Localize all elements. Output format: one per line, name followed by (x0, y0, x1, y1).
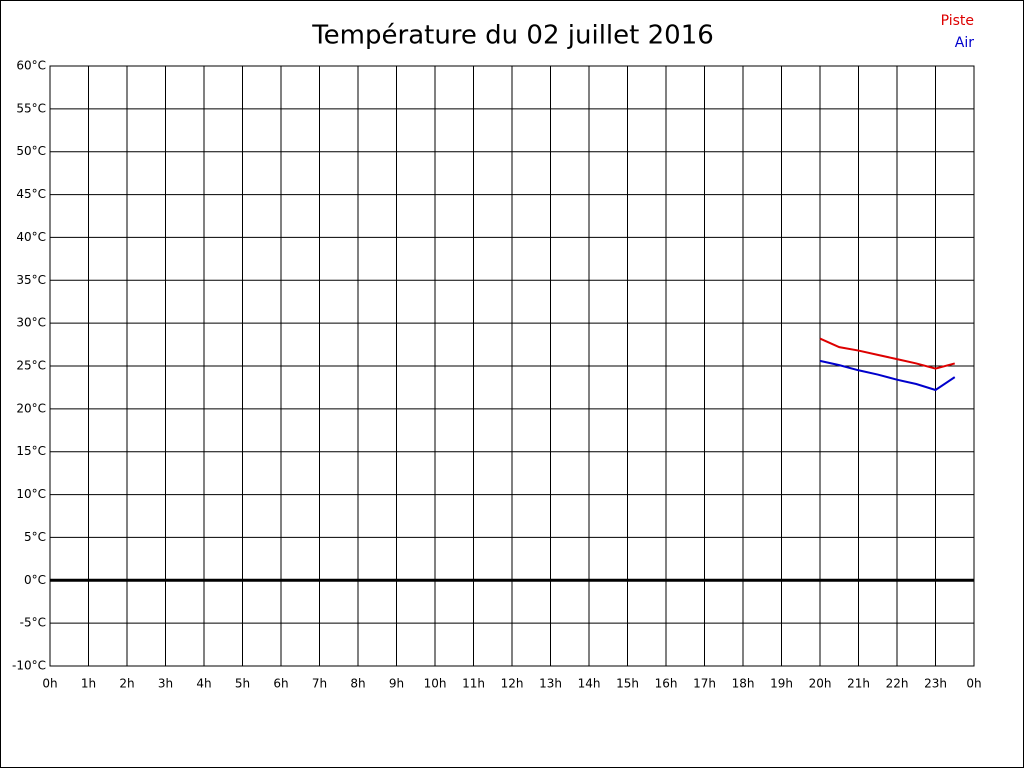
x-tick-label: 18h (732, 677, 755, 691)
y-tick-label: -10°C (12, 659, 46, 673)
x-tick-label: 7h (312, 677, 327, 691)
y-tick-label: 30°C (16, 316, 46, 330)
x-tick-label: 5h (235, 677, 250, 691)
x-tick-label: 20h (809, 677, 832, 691)
y-tick-label: 35°C (16, 273, 46, 287)
y-tick-label: 45°C (16, 187, 46, 201)
x-tick-label: 0h (966, 677, 981, 691)
y-tick-label: 40°C (16, 230, 46, 244)
line (819, 337, 956, 370)
y-tick-label: 20°C (16, 401, 46, 415)
y-tick-label: 5°C (24, 530, 46, 544)
legend-label: Piste (941, 13, 974, 29)
legend-label: Air (955, 35, 974, 51)
x-tick-label: 23h (924, 677, 947, 691)
x-tick-label: 8h (350, 677, 365, 691)
x-tick-label: 4h (196, 677, 211, 691)
y-tick-label: 55°C (16, 101, 46, 115)
y-tick-label: -5°C (20, 616, 46, 630)
x-tick-label: 3h (158, 677, 173, 691)
chart-title: Température du 02 juillet 2016 (311, 21, 714, 51)
line (819, 359, 956, 392)
x-tick-label: 17h (693, 677, 716, 691)
y-tick-label: 25°C (16, 359, 46, 373)
x-tick-label: 15h (616, 677, 639, 691)
x-tick-label: 16h (655, 677, 678, 691)
y-tick-label: 60°C (16, 59, 46, 73)
x-tick-label: 21h (847, 677, 870, 691)
x-tick-label: 13h (539, 677, 562, 691)
x-tick-label: 10h (424, 677, 447, 691)
y-tick-label: 15°C (16, 444, 46, 458)
x-tick-label: 12h (501, 677, 524, 691)
x-tick-label: 22h (886, 677, 909, 691)
y-tick-label: 10°C (16, 487, 46, 501)
y-tick-label: 50°C (16, 144, 46, 158)
x-tick-label: 11h (462, 677, 485, 691)
x-tick-label: 6h (273, 677, 288, 691)
x-tick-label: 9h (389, 677, 404, 691)
x-tick-label: 14h (578, 677, 601, 691)
x-tick-label: 1h (81, 677, 96, 691)
x-tick-label: 2h (119, 677, 134, 691)
y-tick-label: 0°C (24, 573, 46, 587)
x-tick-label: 0h (42, 677, 57, 691)
x-tick-label: 19h (770, 677, 793, 691)
